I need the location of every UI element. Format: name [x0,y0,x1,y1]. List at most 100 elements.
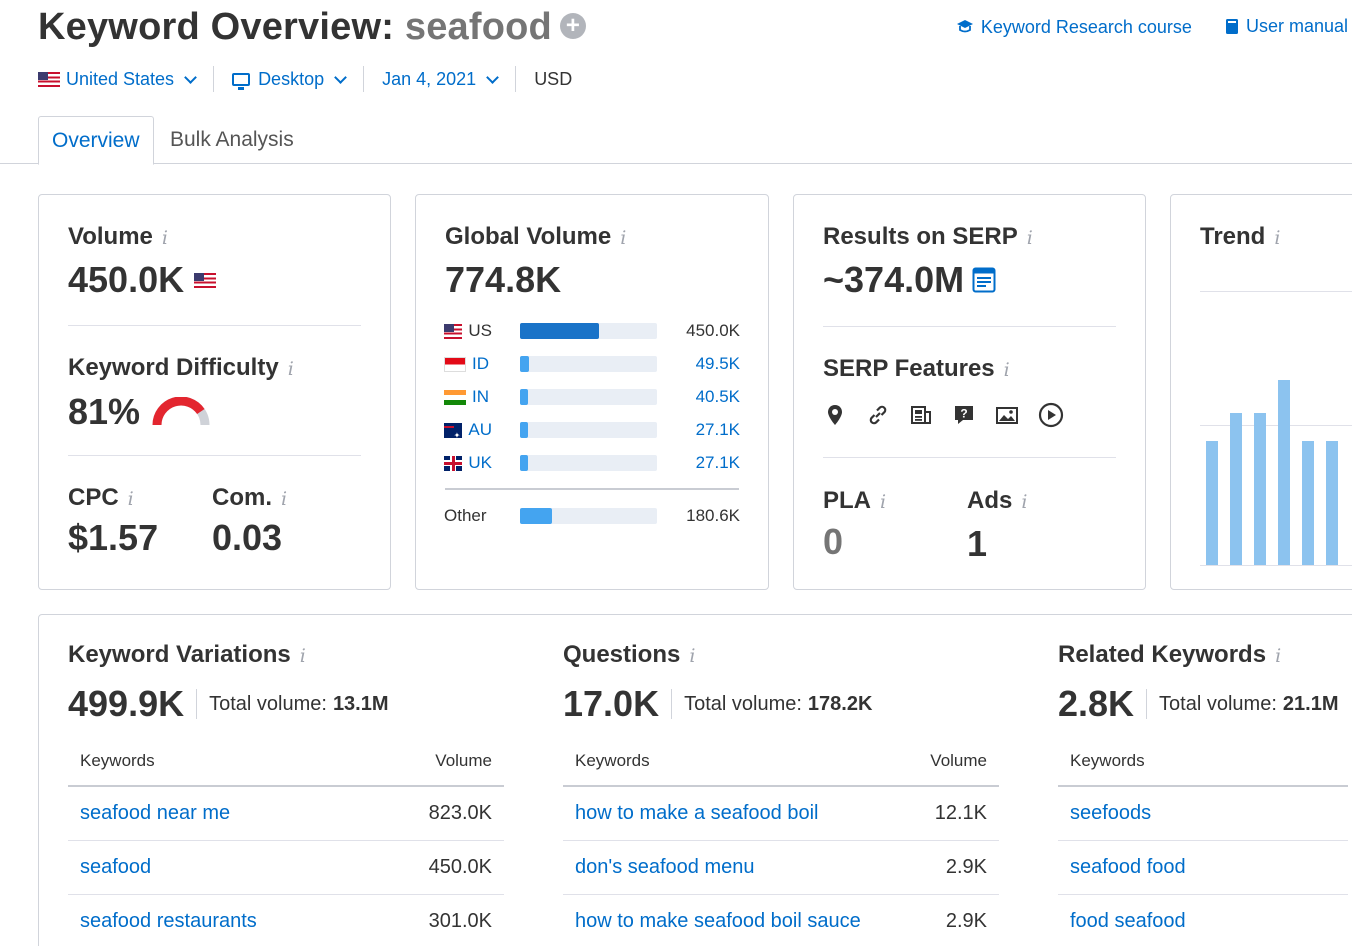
news-icon[interactable] [909,403,933,427]
chevron-down-icon [184,70,197,84]
kd-value-row: 81% [68,391,210,433]
country-row-in[interactable]: IN 40.5K [444,386,740,408]
total-volume-label: Total volume: [684,692,802,715]
cpc-value: $1.57 [68,517,159,558]
keyword-research-course-link[interactable]: Keyword Research course [956,17,1192,38]
global-volume-card: Global Volume i 774.8K US 450.0K ID 49.5K… [415,194,769,590]
keyword-link[interactable]: seafood food [1070,856,1186,878]
divider [68,455,361,456]
volume-value: 450.0K [68,259,185,300]
keyword-volume: 12.1K [934,802,987,824]
info-icon[interactable]: i [1026,227,1033,249]
info-icon[interactable]: i [299,645,306,667]
country-row-uk[interactable]: UK 27.1K [444,452,740,474]
info-icon[interactable]: i [689,645,696,667]
trend-bar[interactable] [1302,441,1314,565]
info-icon[interactable]: i [281,488,288,510]
volume-bar-fill [520,508,552,524]
table-row: how to make a seafood boil 12.1K [563,787,999,841]
country-row-au[interactable]: AU 27.1K [444,419,740,441]
serp-snapshot-icon[interactable] [972,267,996,293]
questions-count[interactable]: 17.0K [563,683,660,724]
table-row: how to make seafood boil sauce 2.9K [563,895,999,946]
info-icon[interactable]: i [1274,227,1281,249]
divider [196,689,198,719]
trend-bar[interactable] [1326,441,1338,565]
keyword-variations-count[interactable]: 499.9K [68,683,185,724]
info-icon[interactable]: i [880,491,887,513]
add-to-list-icon[interactable]: + [559,13,586,39]
divider [823,326,1116,327]
country-volume: 49.5K [695,354,740,373]
trend-bar[interactable] [1254,413,1266,565]
keyword-link[interactable]: seafood near me [80,802,231,824]
table-row: food seafood [1058,895,1348,946]
kd-gauge-icon [152,397,210,426]
video-icon[interactable] [1038,402,1064,428]
keyword-link[interactable]: seafood [80,856,152,878]
keyword-link[interactable]: food seafood [1070,910,1186,932]
volume-bar [520,356,657,372]
divider [1146,689,1148,719]
country-select[interactable]: United States [38,69,213,90]
keyword-volume: 2.9K [945,910,987,932]
user-manual-label: User manual [1245,16,1348,36]
keyword-link[interactable]: seafood restaurants [80,910,257,932]
keyword-volume: 823.0K [428,802,492,824]
volume-card: Volume i 450.0K Keyword Difficulty i 81% C… [38,194,391,590]
table-row: seafood restaurants 301.0K [68,895,504,946]
info-icon[interactable]: i [620,227,627,249]
divider [515,66,517,92]
trend-card: Trend i [1170,194,1352,590]
info-icon[interactable]: i [1275,645,1282,667]
divider [671,689,673,719]
country-volume: 27.1K [695,420,740,439]
trend-bar[interactable] [1230,413,1242,565]
info-icon[interactable]: i [127,488,134,510]
info-icon[interactable]: i [161,227,168,249]
divider [68,325,361,326]
global-volume-value: 774.8K [445,259,562,300]
ads-value[interactable]: 1 [967,523,988,564]
cpc-label: CPC i [68,484,134,511]
keyword-link[interactable]: seefoods [1070,802,1152,824]
volume-label: Volume i [68,223,168,250]
gridline [1200,425,1352,426]
uk-flag-icon [444,455,463,471]
filter-bar: United States Desktop Jan 4, 2021 USD [38,66,590,92]
keyword-ideas-card: Keyword Variations i 499.9K Total volume:… [38,614,1352,946]
country-code: IN [472,387,489,406]
tab-overview[interactable]: Overview [38,116,154,165]
date-select[interactable]: Jan 4, 2021 [382,69,515,90]
keyword-link[interactable]: how to make a seafood boil [575,802,819,824]
country-code: AU [468,420,492,439]
related-keywords-count[interactable]: 2.8K [1058,683,1135,724]
tab-bulk-analysis[interactable]: Bulk Analysis [170,128,294,151]
volume-value-row: 450.0K [68,259,217,301]
location-pin-icon[interactable] [823,403,847,427]
user-manual-link[interactable]: User manual [1225,16,1348,37]
keyword-link[interactable]: don's seafood menu [575,856,755,878]
trend-bar[interactable] [1206,441,1218,565]
volume-bar-fill [520,422,529,438]
divider [363,66,365,92]
related-keywords-label: Related Keywords i [1058,641,1282,668]
info-icon[interactable]: i [287,358,294,380]
faq-icon[interactable]: ? [952,403,976,427]
image-icon[interactable] [995,403,1019,427]
column-keywords: Keywords [80,751,155,770]
trend-label: Trend i [1200,223,1281,250]
device-select[interactable]: Desktop [232,69,363,90]
gridline [1200,291,1352,292]
volume-bar-fill [520,455,529,471]
link-icon[interactable] [866,403,890,427]
table-row: don's seafood menu 2.9K [563,841,999,895]
table-header: Keywords [1058,751,1348,787]
info-icon[interactable]: i [1021,491,1028,513]
other-label: Other [444,506,487,525]
column-keywords: Keywords [1070,751,1145,770]
trend-bar[interactable] [1278,380,1290,565]
info-icon[interactable]: i [1003,359,1010,381]
keyword-link[interactable]: how to make seafood boil sauce [575,910,861,932]
country-row-id[interactable]: ID 49.5K [444,353,740,375]
